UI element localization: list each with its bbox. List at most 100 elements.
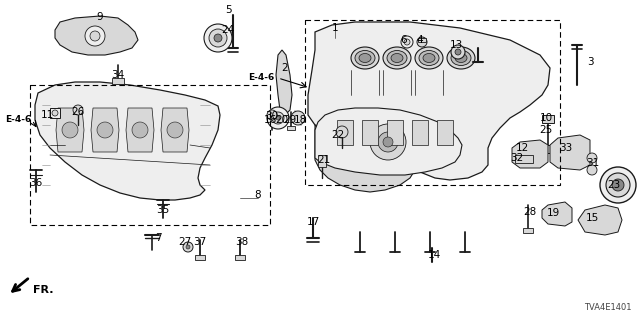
- Text: 4: 4: [417, 35, 423, 45]
- Text: 21: 21: [317, 155, 331, 165]
- Text: 30: 30: [266, 111, 278, 121]
- Circle shape: [587, 153, 597, 163]
- Circle shape: [267, 107, 289, 129]
- Bar: [287, 126, 295, 130]
- Text: FR.: FR.: [33, 285, 54, 295]
- Bar: [418, 38, 426, 42]
- Circle shape: [291, 111, 305, 125]
- Bar: [195, 255, 205, 260]
- Text: 9: 9: [97, 12, 103, 22]
- Polygon shape: [315, 125, 415, 192]
- Circle shape: [606, 173, 630, 197]
- Text: 23: 23: [607, 180, 621, 190]
- Text: 13: 13: [449, 40, 463, 50]
- Ellipse shape: [423, 53, 435, 62]
- Bar: [437, 120, 453, 145]
- Polygon shape: [315, 108, 462, 175]
- Text: 17: 17: [307, 217, 319, 227]
- Ellipse shape: [419, 51, 439, 66]
- Text: 38: 38: [236, 237, 248, 247]
- Text: 19: 19: [547, 208, 559, 218]
- Polygon shape: [126, 108, 154, 152]
- Bar: [235, 255, 245, 260]
- Circle shape: [612, 179, 624, 191]
- Circle shape: [52, 110, 58, 116]
- Circle shape: [186, 245, 190, 249]
- Circle shape: [267, 110, 277, 120]
- Text: 11: 11: [40, 110, 54, 120]
- Bar: [515, 155, 533, 163]
- Text: E-4-6: E-4-6: [248, 74, 275, 83]
- Circle shape: [404, 39, 410, 45]
- Bar: [305, 20, 560, 185]
- Bar: [542, 115, 554, 123]
- Bar: [30, 85, 270, 225]
- Polygon shape: [161, 108, 189, 152]
- Polygon shape: [56, 108, 84, 152]
- Circle shape: [272, 112, 284, 124]
- Text: TVA4E1401: TVA4E1401: [584, 303, 632, 312]
- Polygon shape: [550, 135, 590, 170]
- Text: 20: 20: [275, 115, 289, 125]
- Circle shape: [214, 34, 222, 42]
- Bar: [542, 145, 554, 153]
- Text: 1: 1: [332, 23, 339, 33]
- Ellipse shape: [391, 53, 403, 62]
- Text: 2: 2: [282, 63, 288, 73]
- Polygon shape: [91, 108, 119, 152]
- Circle shape: [62, 122, 78, 138]
- Ellipse shape: [455, 53, 467, 62]
- Ellipse shape: [359, 53, 371, 62]
- Text: 26: 26: [72, 107, 84, 117]
- Text: 18: 18: [293, 115, 307, 125]
- Text: 5: 5: [225, 5, 231, 15]
- Circle shape: [209, 29, 227, 47]
- Text: 27: 27: [179, 237, 191, 247]
- Circle shape: [401, 36, 413, 48]
- Ellipse shape: [387, 51, 407, 66]
- Bar: [318, 155, 326, 167]
- Text: 24: 24: [221, 25, 235, 35]
- Ellipse shape: [447, 47, 475, 69]
- Text: E-4-6: E-4-6: [5, 116, 31, 124]
- Ellipse shape: [415, 47, 443, 69]
- Text: 3: 3: [587, 57, 593, 67]
- Bar: [412, 120, 428, 145]
- Text: 29: 29: [284, 115, 296, 125]
- Text: 10: 10: [540, 113, 552, 123]
- Circle shape: [167, 122, 183, 138]
- Ellipse shape: [451, 51, 471, 66]
- Text: 16: 16: [264, 115, 276, 125]
- Circle shape: [370, 124, 406, 160]
- Text: 22: 22: [332, 130, 344, 140]
- Text: 25: 25: [540, 125, 552, 135]
- Circle shape: [383, 137, 393, 147]
- Text: 32: 32: [510, 153, 524, 163]
- Bar: [362, 120, 378, 145]
- Bar: [523, 228, 533, 233]
- Text: 15: 15: [586, 213, 598, 223]
- Polygon shape: [542, 202, 572, 226]
- Text: 33: 33: [559, 143, 573, 153]
- Circle shape: [85, 26, 105, 46]
- Text: 7: 7: [155, 233, 161, 243]
- Circle shape: [587, 165, 597, 175]
- Circle shape: [600, 167, 636, 203]
- Circle shape: [204, 24, 232, 52]
- Circle shape: [183, 242, 193, 252]
- Polygon shape: [512, 140, 548, 168]
- Circle shape: [132, 122, 148, 138]
- Text: 35: 35: [156, 205, 170, 215]
- Circle shape: [97, 122, 113, 138]
- Text: 37: 37: [193, 237, 207, 247]
- Circle shape: [336, 126, 348, 138]
- Bar: [50, 108, 60, 118]
- Text: 28: 28: [524, 207, 536, 217]
- Bar: [387, 120, 403, 145]
- Circle shape: [417, 37, 427, 47]
- Polygon shape: [578, 205, 622, 235]
- Circle shape: [455, 49, 461, 55]
- Text: 34: 34: [111, 70, 125, 80]
- Text: 14: 14: [428, 250, 440, 260]
- Text: 6: 6: [401, 35, 407, 45]
